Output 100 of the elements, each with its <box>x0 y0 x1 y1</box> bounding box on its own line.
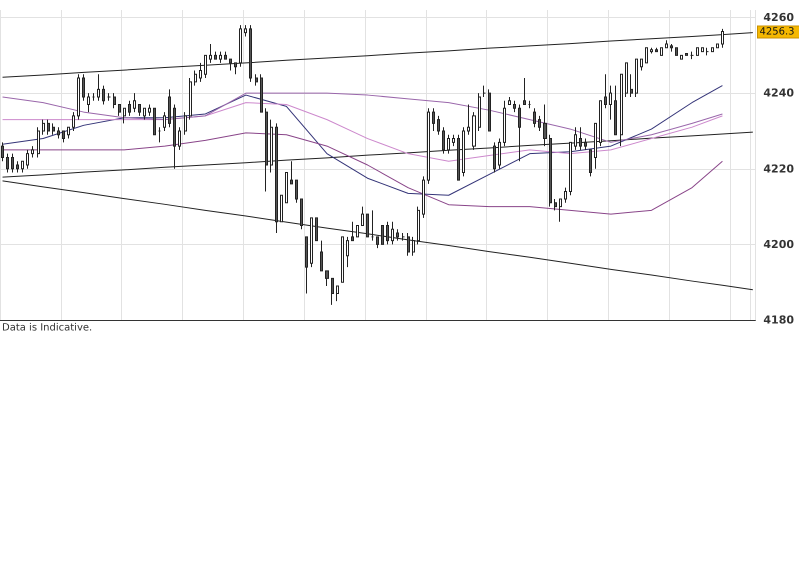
candlestick <box>260 74 263 113</box>
candlestick <box>42 119 45 136</box>
line-series <box>2 85 723 196</box>
candlestick <box>478 92 481 132</box>
candlestick <box>523 78 526 106</box>
candlestick <box>483 85 486 98</box>
candlestick <box>21 160 24 174</box>
candlestick <box>148 104 151 116</box>
candlestick <box>219 51 222 64</box>
text: 4256.3 <box>760 26 794 38</box>
candlestick <box>498 138 501 170</box>
candlestick <box>488 88 491 132</box>
y-tick-label: 4260 <box>763 11 794 24</box>
candlestick <box>452 134 455 147</box>
candlestick <box>113 92 116 109</box>
y-tick-label: 4180 <box>763 314 794 326</box>
candlestick <box>493 142 496 174</box>
candlestick <box>361 206 364 226</box>
candlestick <box>432 108 435 132</box>
candlestick <box>229 58 232 71</box>
candlestick <box>391 221 394 245</box>
candlestick <box>295 180 298 204</box>
candlestick <box>604 74 607 109</box>
candlestick <box>123 108 126 124</box>
candlestick <box>640 58 643 71</box>
candlestick <box>280 194 283 222</box>
candlestick <box>16 160 19 174</box>
candlestick <box>696 47 699 56</box>
candlestick <box>533 108 536 128</box>
candlestick <box>417 206 420 245</box>
candlestick <box>650 47 653 54</box>
candlestick <box>437 115 440 136</box>
candlestick <box>706 47 709 56</box>
candlestick <box>716 44 719 48</box>
candlestick <box>305 236 308 294</box>
candlestick <box>6 153 9 174</box>
candlestick <box>300 198 303 230</box>
candlestick <box>57 126 60 140</box>
candlestick <box>310 217 313 268</box>
candlestick <box>447 134 450 154</box>
candlestick <box>402 232 405 242</box>
line-series <box>2 102 723 162</box>
candlestick <box>670 44 673 52</box>
candlestick <box>87 92 90 113</box>
candlestick <box>331 278 334 306</box>
candlestick <box>11 153 14 174</box>
line-series <box>2 132 723 215</box>
candlestick <box>52 122 55 136</box>
candlestick <box>26 149 29 170</box>
candlestick <box>609 85 612 120</box>
candlestick <box>407 232 410 256</box>
candlestick <box>584 138 587 150</box>
y-tick-label: 4240 <box>763 86 794 100</box>
candlestick <box>320 240 323 272</box>
candlestick <box>554 198 557 211</box>
candlestick <box>209 44 212 64</box>
candlestick <box>97 74 100 102</box>
candlestick <box>376 236 379 249</box>
candlestick <box>31 146 34 158</box>
candlestick <box>635 58 638 98</box>
candlestick <box>341 236 344 283</box>
candlestick <box>315 217 318 242</box>
candlestick <box>386 221 389 245</box>
candlestick <box>118 104 121 116</box>
candlestick <box>630 74 633 98</box>
candlestick <box>564 187 567 204</box>
candlestick <box>285 172 288 204</box>
candlestick <box>645 47 648 64</box>
candlestick <box>559 198 562 222</box>
candlestick <box>528 100 531 109</box>
candlestick <box>153 108 156 136</box>
candlestick <box>711 47 714 52</box>
candlestick <box>143 108 146 120</box>
candlestick <box>244 24 247 37</box>
candlestick <box>47 119 50 136</box>
candlestick <box>67 126 70 140</box>
candlestick <box>422 176 425 218</box>
candlestick <box>178 126 181 150</box>
candlestick <box>381 224 384 245</box>
candlestick <box>412 236 415 256</box>
candlestick <box>396 228 399 242</box>
candlestick <box>224 51 227 60</box>
candlestick <box>701 47 704 52</box>
candlestick <box>138 104 141 116</box>
candlestick <box>133 92 136 113</box>
y-tick-label: 4200 <box>763 238 794 251</box>
candlestick <box>194 70 197 86</box>
candlestick <box>366 214 369 238</box>
candlestick <box>336 285 339 302</box>
candlestick <box>589 149 592 177</box>
candlestick <box>690 51 694 60</box>
candlestick <box>625 62 628 98</box>
candlestick <box>102 85 105 106</box>
candlestick <box>234 62 237 75</box>
candlestick <box>214 51 217 60</box>
candlestick <box>163 112 166 132</box>
candlestick <box>371 210 374 242</box>
candlestick <box>128 100 131 116</box>
candlestick <box>356 224 359 238</box>
candlestick <box>1 142 4 162</box>
